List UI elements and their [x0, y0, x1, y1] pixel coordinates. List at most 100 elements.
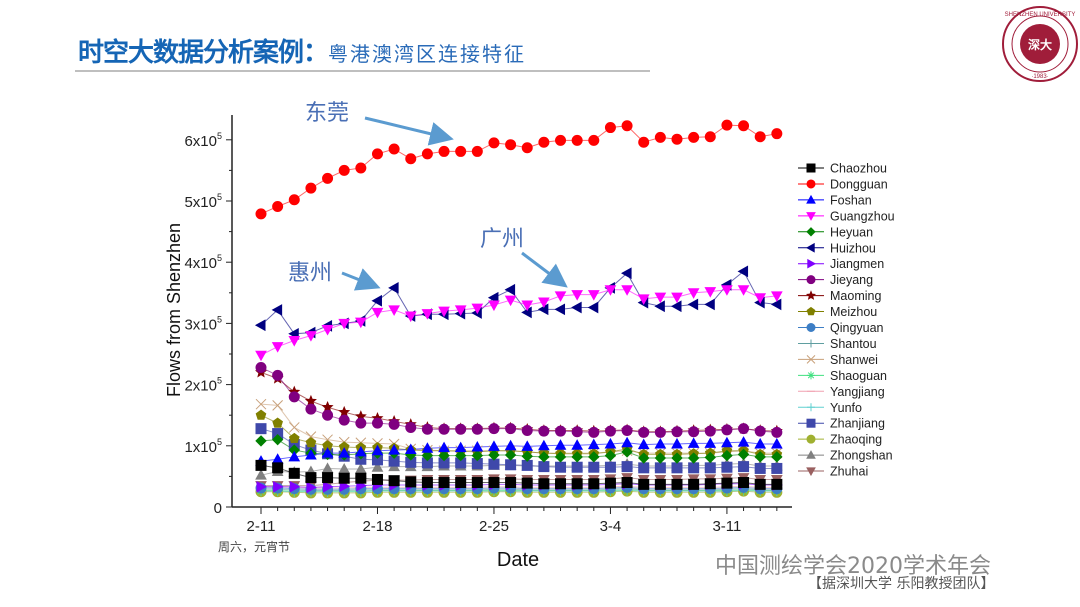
legend-item-zhuhai: Zhuhai — [798, 465, 868, 479]
data-point — [671, 452, 683, 464]
series-points-maoming — [255, 366, 783, 437]
legend-label: Qingyuan — [830, 321, 884, 335]
credit: 【据深圳大学 乐阳教授团队】 — [808, 576, 995, 592]
data-point — [255, 435, 267, 447]
data-point — [538, 451, 550, 463]
data-point — [555, 461, 567, 473]
data-point — [571, 301, 582, 314]
watermark: 中国测绘学会2020学术年会 — [715, 554, 991, 579]
data-point — [371, 473, 383, 485]
data-point — [554, 303, 566, 316]
data-point — [388, 305, 400, 316]
legend-label: Yangjiang — [830, 385, 885, 399]
series-line-dongguan — [260, 124, 777, 215]
data-point — [405, 421, 417, 433]
data-point — [338, 447, 351, 458]
data-point — [488, 449, 500, 461]
legend-item-shaoguan: Shaoguan — [798, 369, 887, 383]
series-line-zhanjiang — [260, 428, 777, 469]
holiday-note: 周六，元宵节 — [218, 540, 291, 554]
legend-label: Shaoguan — [830, 369, 887, 383]
data-point — [671, 478, 683, 490]
data-point — [704, 287, 717, 298]
data-point — [604, 461, 616, 473]
x-tick-label: 2-18 — [362, 518, 392, 535]
data-point — [654, 300, 665, 313]
y-tick-label: 2x105 — [184, 376, 222, 395]
data-point — [754, 451, 766, 463]
data-point — [721, 477, 733, 489]
data-point — [754, 131, 766, 143]
data-point — [538, 439, 550, 451]
data-point — [754, 462, 766, 474]
data-point — [255, 361, 267, 373]
y-tick-label: 5x105 — [184, 192, 222, 211]
data-point — [438, 145, 450, 157]
legend-label: Heyuan — [830, 225, 873, 239]
data-point — [371, 307, 384, 319]
data-point — [272, 462, 284, 474]
data-point — [555, 425, 567, 437]
data-point — [471, 449, 484, 462]
data-point — [505, 459, 517, 471]
data-point — [737, 448, 750, 461]
data-point — [305, 448, 317, 460]
x-tick-label: 2-11 — [247, 518, 276, 535]
data-point — [587, 290, 600, 301]
data-point — [305, 182, 317, 194]
data-point — [571, 439, 584, 450]
svg-text:深大: 深大 — [1028, 37, 1052, 52]
data-point — [738, 120, 750, 132]
data-point — [621, 477, 633, 489]
data-point — [255, 350, 267, 362]
data-point — [355, 162, 367, 174]
data-point — [687, 452, 700, 464]
data-point — [721, 424, 733, 436]
data-point — [521, 425, 533, 436]
legend-label: Foshan — [830, 193, 872, 207]
data-point — [471, 440, 484, 452]
svg-text:·1983·: ·1983· — [1031, 74, 1048, 80]
slide-title: 时空大数据分析案例：粤港澳湾区连接特征 — [78, 32, 526, 69]
data-point — [704, 462, 716, 474]
data-point — [305, 403, 317, 415]
legend-item-jieyang: Jieyang — [798, 273, 873, 287]
data-point — [421, 423, 433, 435]
data-point — [538, 461, 550, 473]
data-point — [604, 122, 616, 134]
data-point — [388, 444, 400, 455]
data-point — [671, 133, 683, 145]
data-point — [504, 295, 517, 307]
legend-label: Maoming — [830, 289, 881, 303]
data-point — [322, 472, 334, 484]
data-point — [571, 134, 583, 146]
data-point — [554, 291, 567, 302]
legend-label: Zhongshan — [830, 449, 893, 463]
series-points-chaozhou — [255, 459, 783, 490]
data-point — [371, 417, 383, 429]
data-point — [338, 414, 350, 426]
data-point — [604, 425, 616, 437]
data-point — [454, 441, 467, 453]
data-point — [504, 283, 516, 296]
data-point — [654, 452, 667, 464]
legend-item-zhongshan: Zhongshan — [798, 449, 893, 463]
data-point — [687, 288, 700, 299]
data-point — [322, 409, 334, 421]
data-point — [721, 461, 733, 473]
data-point — [404, 443, 417, 454]
data-point — [504, 449, 517, 461]
data-point — [404, 311, 417, 323]
data-point — [771, 128, 783, 140]
arrow-dongguan — [364, 116, 454, 146]
data-point — [771, 478, 783, 490]
data-point — [438, 306, 450, 318]
data-point — [305, 437, 317, 448]
data-point — [322, 172, 334, 184]
data-point — [271, 433, 284, 446]
legend-item-shantou: Shantou — [798, 337, 877, 351]
data-point — [738, 477, 750, 489]
data-point — [704, 131, 716, 143]
data-point — [338, 318, 351, 330]
data-point — [554, 439, 567, 450]
